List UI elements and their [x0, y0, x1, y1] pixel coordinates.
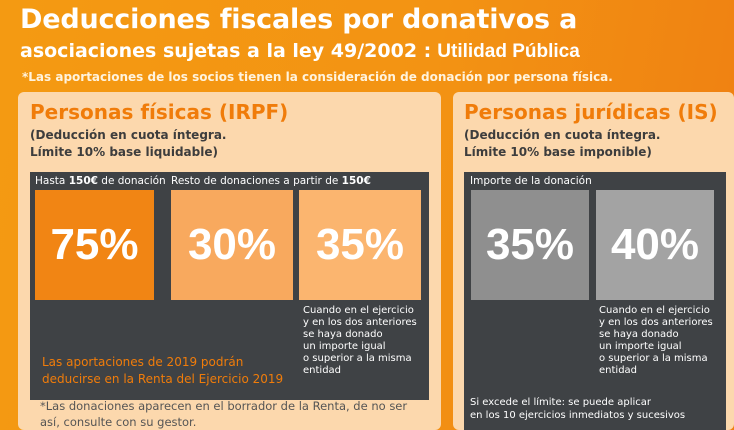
is-footnote: Si excede el límite: se puede aplicar en… — [470, 396, 685, 422]
irpf-desc-line: o superior a la misma — [303, 353, 412, 364]
is-footnote-line2: en los 10 ejercicios inmediatos y sucesi… — [470, 410, 686, 421]
is-desc-line: un importe igual — [599, 341, 682, 352]
is-tile-35: 35% — [471, 190, 589, 300]
is-footnote-line1: Si excede el límite: se puede aplicar — [470, 397, 651, 408]
irpf-year-note: Las aportaciones de 2019 podrán deducirs… — [42, 354, 283, 388]
irpf-caption-first-prefix: Hasta — [35, 175, 69, 187]
subtitle-highlight: Utilidad Pública — [437, 41, 580, 62]
subtitle-text: asociaciones sujetas a la ley 49/2002 : — [20, 40, 432, 62]
irpf-tile-35: 35% — [299, 190, 421, 300]
irpf-title: Personas físicas (IRPF) — [30, 100, 289, 124]
irpf-caption-rest-prefix: Resto de donaciones a partir de — [171, 175, 342, 187]
irpf-subtitle-line1: (Deducción en cuota íntegra. — [30, 128, 227, 142]
is-desc-line: entidad — [599, 365, 638, 376]
irpf-panel: Personas físicas (IRPF) (Deducción en cu… — [18, 92, 441, 430]
is-subtitle-line2: Límite 10% base imponible) — [464, 145, 652, 159]
is-caption: Importe de la donación — [470, 175, 592, 187]
irpf-caption-rest: Resto de donaciones a partir de 150€ — [171, 175, 371, 187]
is-title: Personas jurídicas (IS) — [464, 100, 718, 124]
irpf-year-note-line1: Las aportaciones de 2019 podrán — [42, 355, 244, 369]
is-condition-text: Cuando en el ejercicio y en los dos ante… — [599, 305, 713, 377]
irpf-caption-rest-amount: 150€ — [341, 175, 371, 187]
irpf-tile-75: 75% — [35, 190, 154, 300]
irpf-condition-text: Cuando en el ejercicio y en los dos ante… — [303, 305, 417, 377]
irpf-footnote-line1: *Las donaciones aparecen en el borrador … — [40, 399, 408, 413]
header-note: *Las aportaciones de los socios tienen l… — [22, 70, 613, 84]
is-box: Importe de la donación 35% 40% Cuando en… — [464, 172, 726, 430]
is-desc-line: y en los dos anteriores — [599, 317, 713, 328]
irpf-desc-line: entidad — [303, 365, 342, 376]
is-desc-line: se haya donado — [599, 329, 679, 340]
irpf-subtitle-line2: Límite 10% base liquidable) — [30, 145, 218, 159]
irpf-box-first-150: Hasta 150€ de donación 75% — [30, 172, 179, 400]
page-subtitle: asociaciones sujetas a la ley 49/2002 :U… — [20, 40, 580, 63]
is-panel: Personas jurídicas (IS) (Deducción en cu… — [453, 92, 734, 430]
irpf-desc-line: Cuando en el ejercicio — [303, 305, 414, 316]
irpf-footnote: *Las donaciones aparecen en el borrador … — [40, 398, 407, 430]
irpf-year-note-line2: deducirse en la Renta del Ejercicio 2019 — [42, 372, 284, 386]
irpf-caption-first-amount: 150€ — [68, 175, 98, 187]
irpf-desc-line: un importe igual — [303, 341, 386, 352]
irpf-desc-line: y en los dos anteriores — [303, 317, 417, 328]
irpf-desc-line: se haya donado — [303, 329, 383, 340]
is-desc-line: o superior a la misma — [599, 353, 708, 364]
irpf-footnote-line2: así, consulte con su gestor. — [40, 415, 197, 429]
is-tile-40: 40% — [596, 190, 714, 300]
irpf-box-rest: Resto de donaciones a partir de 150€ 30%… — [167, 172, 429, 400]
is-desc-line: Cuando en el ejercicio — [599, 305, 710, 316]
irpf-tile-30: 30% — [171, 190, 293, 300]
irpf-caption-first: Hasta 150€ de donación — [35, 175, 166, 187]
is-subtitle: (Deducción en cuota íntegra. Límite 10% … — [464, 127, 661, 161]
irpf-caption-first-suffix: de donación — [97, 175, 166, 187]
is-subtitle-line1: (Deducción en cuota íntegra. — [464, 128, 661, 142]
page-title: Deducciones fiscales por donativos a — [20, 4, 578, 35]
irpf-subtitle: (Deducción en cuota íntegra. Límite 10% … — [30, 127, 227, 161]
